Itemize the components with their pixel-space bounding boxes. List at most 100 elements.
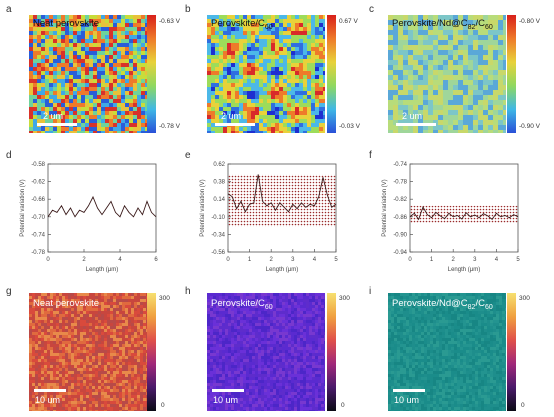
panel-i-cb-bottom: 0 <box>521 402 525 409</box>
panel-c-scalebar <box>396 123 436 126</box>
y-tick-label: -0.82 <box>393 197 407 203</box>
panel-g-scalebar <box>34 389 66 392</box>
panel-a-colorbar <box>147 15 156 133</box>
panel-g-title: Neat perovskite <box>33 298 100 309</box>
panel-h-title: Perovskite/C60 <box>211 298 273 311</box>
y-tick-label: -0.70 <box>31 215 45 221</box>
panel-b-map: Perovskite/C60 2 um <box>207 15 325 133</box>
y-tick-label: 0.14 <box>213 197 225 203</box>
panel-a-title: Neat perovskite <box>33 18 100 29</box>
y-tick-label: -0.66 <box>31 197 45 203</box>
panel-g-map: Neat perovskite 10 um <box>29 293 147 411</box>
series-line <box>227 174 337 213</box>
panel-b-title: Perovskite/C60 <box>211 18 273 31</box>
x-tick-label: 3 <box>291 257 295 263</box>
panel-h-colorbar <box>327 293 336 411</box>
panel-g-colorbar <box>147 293 156 411</box>
panel-e-chart: 0 1 2 3 4 5 0.62 0.38 0.14 -0.10 -0.34 -0.56 Length … <box>200 162 338 273</box>
panel-b-cb-top: 0.67 V <box>339 18 358 25</box>
x-tick-label: 2 <box>270 257 274 263</box>
x-axis-title: Length (μm) <box>448 267 480 273</box>
y-tick-label: -0.10 <box>211 215 225 221</box>
y-tick-label: -0.56 <box>211 250 225 256</box>
panel-i-title: Perovskite/Nd@C82/C60 <box>392 298 493 311</box>
map-texture <box>29 293 147 411</box>
x-tick-label: 1 <box>248 257 252 263</box>
plot-frame <box>409 163 519 253</box>
panel-i-map: Perovskite/Nd@C82/C60 10 um <box>388 293 506 411</box>
x-tick-label: 3 <box>473 257 477 263</box>
panel-b-scalebar-label: 2 um <box>221 111 242 121</box>
panel-c-map: Perovskite/Nd@C82/C60 2 um <box>388 15 506 133</box>
panel-a-scalebar-label: 2 um <box>43 111 64 121</box>
panel-h-label: h <box>185 286 191 297</box>
x-tick-label: 4 <box>495 257 499 263</box>
x-tick-label: 6 <box>154 257 158 263</box>
panel-g-cb-top: 300 <box>159 295 170 302</box>
x-tick-label: 1 <box>430 257 434 263</box>
panel-f-chart: 0 1 2 3 4 5 -0.74 -0.78 -0.82 -0.86 -0.90 -0.94 Leng… <box>382 162 520 273</box>
panel-i-scalebar <box>393 389 425 392</box>
y-tick-label: 0.38 <box>213 180 225 186</box>
x-axis-title: Length (μm) <box>266 267 298 273</box>
panel-h-scalebar <box>212 389 244 392</box>
panel-b-scalebar <box>215 123 255 126</box>
y-axis-title: Potential variation (V) <box>200 179 206 236</box>
x-tick-label: 2 <box>452 257 456 263</box>
plot-frame <box>47 163 157 253</box>
map-texture <box>388 15 506 133</box>
y-tick-label: -0.58 <box>31 162 45 168</box>
panel-h-cb-bottom: 0 <box>341 402 345 409</box>
y-tick-label: -0.78 <box>31 250 45 256</box>
map-texture <box>207 15 325 133</box>
map-texture <box>207 293 325 411</box>
band-region <box>410 205 518 224</box>
panel-d-label: d <box>6 150 12 161</box>
panel-d-chart: 0 2 4 6 -0.58 -0.62 -0.66 -0.70 -0.74 -0.78 Length… <box>20 162 158 273</box>
y-tick-label: -0.74 <box>393 162 407 168</box>
x-tick-label: 0 <box>46 257 50 263</box>
panel-a-label: a <box>6 4 12 15</box>
y-tick-label: -0.90 <box>393 232 407 238</box>
panel-c-title: Perovskite/Nd@C82/C60 <box>392 18 493 31</box>
y-tick-label: -0.78 <box>393 180 407 186</box>
y-tick-label: 0.62 <box>213 162 225 168</box>
panel-g-scalebar-label: 10 um <box>35 395 61 405</box>
panel-b-cb-bottom: -0.03 V <box>339 123 360 130</box>
panel-a-cb-bottom: -0.78 V <box>159 123 180 130</box>
plot-frame <box>227 163 337 253</box>
y-axis-title: Potential variation (V) <box>20 179 26 236</box>
panel-h-cb-top: 300 <box>339 295 350 302</box>
panel-c-label: c <box>369 4 374 15</box>
panel-a-map: Neat perovskite 2 um <box>29 15 147 133</box>
x-tick-label: 5 <box>516 257 520 263</box>
panel-a-scalebar <box>37 123 77 126</box>
panel-i-scalebar-label: 10 um <box>394 395 420 405</box>
panel-h-scalebar-label: 10 um <box>213 395 239 405</box>
panel-c-cb-top: -0.80 V <box>519 18 540 25</box>
y-axis-title: Potential variation (V) <box>382 179 388 236</box>
panel-g-cb-bottom: 0 <box>161 402 165 409</box>
y-tick-label: -0.86 <box>393 215 407 221</box>
series-line <box>409 206 519 221</box>
x-tick-label: 5 <box>334 257 338 263</box>
panel-c-colorbar <box>507 15 516 133</box>
x-tick-label: 2 <box>82 257 86 263</box>
panel-b-colorbar <box>327 15 336 133</box>
x-tick-label: 4 <box>118 257 122 263</box>
x-tick-label: 0 <box>226 257 230 263</box>
panel-i-colorbar <box>507 293 516 411</box>
panel-c-cb-bottom: -0.90 V <box>519 123 540 130</box>
panel-e-label: e <box>185 150 191 161</box>
map-texture <box>388 293 506 411</box>
panel-i-label: i <box>369 286 372 297</box>
band-region <box>228 174 336 227</box>
panel-h-map: Perovskite/C60 10 um <box>207 293 325 411</box>
y-tick-label: -0.62 <box>31 180 45 186</box>
panel-b-label: b <box>185 4 191 15</box>
panel-a-cb-top: -0.63 V <box>159 18 180 25</box>
x-tick-label: 0 <box>408 257 412 263</box>
x-axis-title: Length (μm) <box>86 267 118 273</box>
y-tick-label: -0.74 <box>31 232 45 238</box>
y-tick-label: -0.34 <box>211 232 225 238</box>
